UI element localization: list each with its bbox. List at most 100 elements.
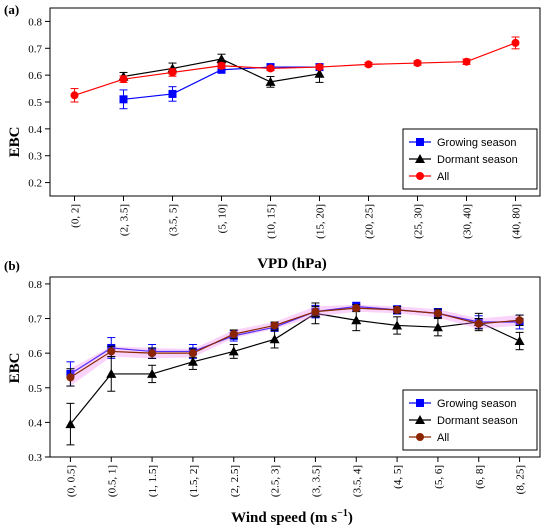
y-axis-label-a: EBC xyxy=(7,127,23,158)
y-axis-label-b: EBC xyxy=(7,353,23,384)
series-line-a-2 xyxy=(74,42,516,96)
data-point-a-1 xyxy=(265,76,276,86)
data-point-a-2 xyxy=(217,61,226,70)
data-point-b-2 xyxy=(148,349,157,358)
y-tick-label-b: 0.6 xyxy=(28,348,42,360)
data-point-b-2 xyxy=(474,319,483,328)
x-axis-label-b-main: Wind speed (m s xyxy=(231,510,337,526)
data-point-a-0 xyxy=(217,65,226,74)
data-point-b-2 xyxy=(352,304,361,313)
y-tick-label-a: 0.4 xyxy=(28,124,42,136)
x-tick-label-b: (0.5, 1] xyxy=(106,465,118,497)
data-point-a-1 xyxy=(216,54,227,64)
data-point-b-2 xyxy=(66,373,75,382)
data-point-a-2 xyxy=(462,57,471,66)
x-tick-label-b: (6, 8] xyxy=(474,465,486,489)
x-tick-label-a: (3.5, 5] xyxy=(168,204,180,236)
y-tick-label-a: 0.7 xyxy=(28,43,42,55)
x-tick-label-b: (8, 25] xyxy=(515,465,527,494)
y-tick-label-a: 0.2 xyxy=(28,178,42,190)
legend-label-a: Dormant season xyxy=(437,154,518,166)
data-point-b-1 xyxy=(147,368,158,378)
panel-label-a: (a) xyxy=(4,2,19,17)
x-axis-label-b-end: ) xyxy=(348,510,353,526)
panel-b: (b) EBC Wind speed (m s−1) 0.3 0.4 0.5 0.6 0… xyxy=(4,258,541,526)
y-tick-label-b: 0.8 xyxy=(28,279,42,291)
legend-marker-b xyxy=(416,399,424,407)
panel-a: (a) EBC VPD (hPa) 0.2 0.3 0.4 0.5 0.6 0.7 0.8 (… xyxy=(4,2,541,272)
y-tick-label-a: 0.3 xyxy=(28,151,42,163)
data-point-a-2 xyxy=(413,59,422,68)
series-line-b-1 xyxy=(69,312,520,425)
x-tick-label-a: (10, 15] xyxy=(266,204,278,239)
data-point-b-1 xyxy=(351,315,362,325)
x-tick-label-b: (5, 6] xyxy=(433,465,445,489)
data-point-b-1 xyxy=(228,346,239,356)
y-tick-label-b: 0.3 xyxy=(28,452,42,464)
data-point-b-1 xyxy=(269,334,280,344)
x-tick-label-a: (0, 2] xyxy=(70,204,82,228)
y-tick-label-b: 0.7 xyxy=(28,314,42,326)
x-tick-label-b: (2, 2.5] xyxy=(229,465,241,497)
legend-marker-b xyxy=(416,433,424,441)
legend-box-b xyxy=(402,389,538,451)
x-tick-label-a: (15, 20] xyxy=(315,204,327,239)
x-tick-label-b: (0, 0.5] xyxy=(65,465,77,497)
legend-label-a: Growing season xyxy=(437,137,517,149)
x-tick-label-a: (25, 30] xyxy=(413,204,425,239)
x-tick-label-a: (20, 25] xyxy=(364,204,376,239)
data-point-b-1 xyxy=(392,320,403,330)
x-tick-label-b: (3, 3.5] xyxy=(310,465,322,497)
data-point-b-1 xyxy=(432,322,443,332)
x-axis-label-b: Wind speed (m s−1) xyxy=(231,508,353,526)
data-point-b-2 xyxy=(107,347,116,356)
legend-label-b: All xyxy=(437,432,449,444)
legend-label-b: Growing season xyxy=(437,398,517,410)
x-tick-label-a: (5, 10] xyxy=(217,204,229,233)
data-point-a-1 xyxy=(314,68,325,78)
legend-marker-a xyxy=(416,172,424,180)
data-point-a-2 xyxy=(364,60,373,69)
data-point-b-2 xyxy=(515,316,524,325)
x-tick-label-a: (40, 80] xyxy=(511,204,523,239)
data-point-a-0 xyxy=(168,89,177,98)
legend-marker-a xyxy=(416,138,424,146)
x-tick-label-b: (4, 5] xyxy=(392,465,404,489)
data-point-b-1 xyxy=(187,356,198,366)
data-point-a-0 xyxy=(119,95,128,104)
x-tick-label-b: (2.5, 3] xyxy=(270,465,282,497)
legend-marker-a xyxy=(415,154,425,163)
data-point-a-2 xyxy=(119,75,128,84)
x-tick-label-a: (2, 3.5] xyxy=(119,204,131,236)
data-point-b-1 xyxy=(106,368,117,378)
legend-label-a: All xyxy=(437,171,449,183)
data-point-b-1 xyxy=(65,419,76,429)
data-point-b-2 xyxy=(311,307,320,316)
legend-label-b: Dormant season xyxy=(437,415,518,427)
x-tick-label-b: (3.5, 4] xyxy=(351,465,363,497)
series-line-b-2 xyxy=(70,307,520,378)
data-point-a-2 xyxy=(511,38,520,47)
data-point-b-2 xyxy=(229,330,238,339)
legend-marker-b xyxy=(415,415,425,424)
data-point-b-2 xyxy=(433,309,442,318)
series-band-b xyxy=(70,304,520,387)
y-tick-label-a: 0.8 xyxy=(28,16,42,28)
y-tick-label-b: 0.5 xyxy=(28,383,42,395)
data-point-a-2 xyxy=(315,63,324,72)
data-point-b-2 xyxy=(393,305,402,314)
x-axis-label-b-sup: −1 xyxy=(337,508,348,519)
y-tick-label-a: 0.6 xyxy=(28,70,42,82)
data-point-b-2 xyxy=(270,321,279,330)
x-axis-label-a: VPD (hPa) xyxy=(257,256,327,272)
y-tick-label-b: 0.4 xyxy=(28,417,42,429)
y-tick-label-a: 0.5 xyxy=(28,97,42,109)
panel-label-b: (b) xyxy=(4,258,20,273)
x-tick-label-a: (30, 40] xyxy=(462,204,474,239)
data-point-b-1 xyxy=(514,336,525,346)
plot-frame-b xyxy=(49,276,541,458)
data-point-a-2 xyxy=(168,68,177,77)
x-tick-label-b: (1.5, 2] xyxy=(188,465,200,497)
data-point-a-2 xyxy=(70,91,79,100)
